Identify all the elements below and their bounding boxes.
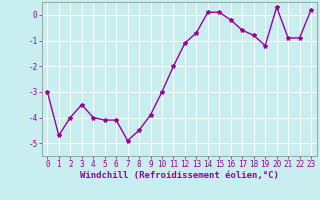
X-axis label: Windchill (Refroidissement éolien,°C): Windchill (Refroidissement éolien,°C) [80,171,279,180]
